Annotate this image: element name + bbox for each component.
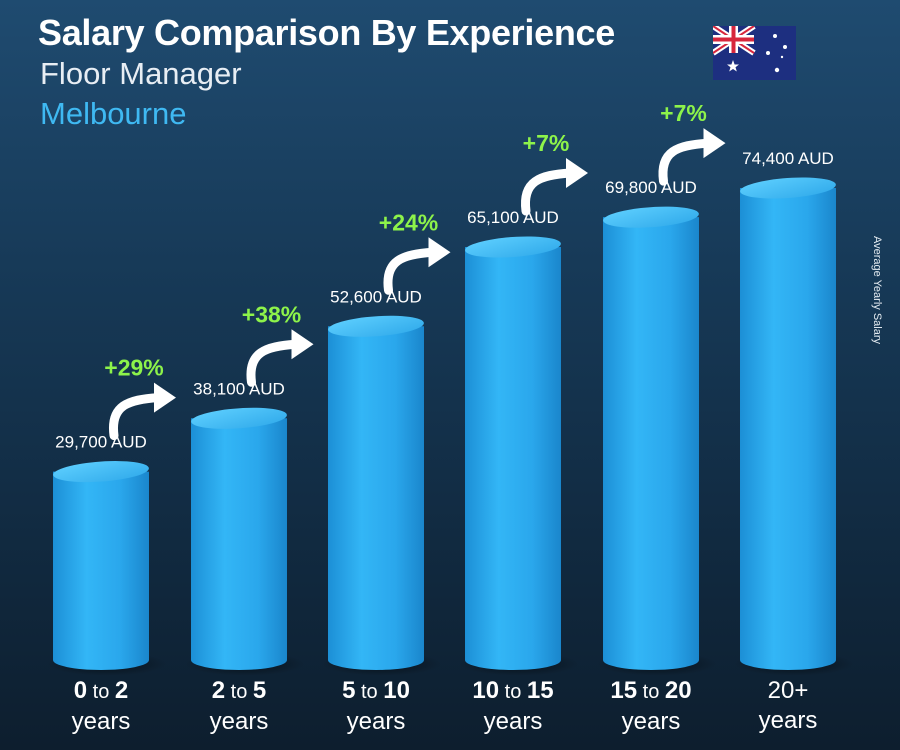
increment-label: +7% [660, 100, 707, 126]
bar-body [740, 188, 836, 670]
x-tick-label: 5 to 10 years [342, 677, 410, 735]
bar-body [328, 326, 424, 670]
value-label: 65,100 AUD [467, 208, 559, 227]
bar [459, 236, 579, 676]
job-title: Floor Manager [40, 56, 242, 91]
value-label: 29,700 AUD [55, 433, 147, 452]
increment-label: +7% [523, 130, 570, 156]
x-tick-label: 15 to 20 years [610, 677, 692, 735]
increment-label: +38% [242, 301, 301, 327]
increment-label: +24% [379, 209, 438, 235]
bar [734, 177, 854, 676]
australia-flag-icon [713, 26, 796, 80]
bar [185, 407, 305, 676]
bar-top [191, 407, 287, 429]
bar-body [603, 217, 699, 670]
bar [322, 315, 442, 676]
curved-arrow-icon [246, 329, 314, 387]
x-tick-label: 0 to 2 years [71, 677, 131, 735]
curved-arrow-icon [520, 158, 588, 216]
bar [597, 206, 717, 676]
bar-body [53, 471, 149, 670]
city-name: Melbourne [40, 96, 187, 131]
value-label: 52,600 AUD [330, 287, 422, 306]
bar-body [191, 418, 287, 670]
bar-top [53, 461, 149, 483]
x-tick-label: 10 to 15 years [472, 677, 554, 735]
bar-top [603, 206, 699, 228]
chart-title: Salary Comparison By Experience [38, 12, 615, 53]
value-label: 69,800 AUD [605, 178, 697, 197]
value-label: 74,400 AUD [742, 149, 834, 168]
bar-top [740, 177, 836, 199]
value-label: 38,100 AUD [193, 379, 285, 398]
x-tick-label: 2 to 5 years [209, 677, 269, 735]
bar [47, 461, 167, 676]
curved-arrow-icon [383, 237, 451, 295]
x-tick-label: 20+ years [758, 677, 818, 734]
bar-body [465, 247, 561, 670]
bar-top [465, 236, 561, 258]
curved-arrow-icon [108, 382, 176, 441]
increment-label: +29% [104, 355, 163, 381]
bar-top [328, 315, 424, 337]
curved-arrow-icon [658, 128, 726, 186]
